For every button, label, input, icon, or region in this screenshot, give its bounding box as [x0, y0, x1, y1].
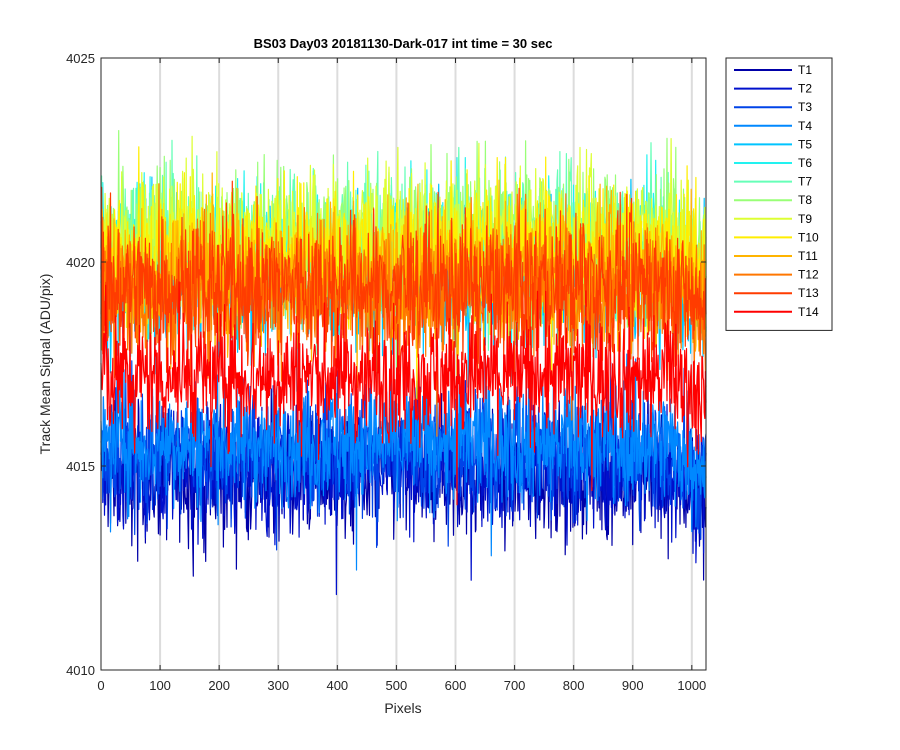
legend-box — [725, 57, 833, 331]
x-tick-label: 500 — [386, 678, 408, 693]
series-line-t14 — [100, 281, 707, 506]
legend-label-t2: T2 — [798, 82, 812, 96]
x-axis-label: Pixels — [384, 700, 421, 716]
x-tick-label: 400 — [326, 678, 348, 693]
legend-label-t3: T3 — [798, 100, 812, 114]
y-axis-label: Track Mean Signal (ADU/pix) — [37, 274, 53, 455]
y-tick-label: 4025 — [66, 51, 95, 66]
series-line-t4 — [100, 353, 707, 571]
x-tick-label: 300 — [267, 678, 289, 693]
legend-label-t11: T11 — [798, 249, 818, 263]
legend-label-t4: T4 — [798, 119, 812, 133]
legend-label-t9: T9 — [798, 212, 812, 226]
legend-label-t14: T14 — [798, 305, 819, 319]
x-tick-label: 800 — [563, 678, 585, 693]
legend-label-t8: T8 — [798, 193, 812, 207]
x-tick-label: 200 — [208, 678, 230, 693]
plot-frame — [100, 57, 707, 671]
x-tick-label: 900 — [622, 678, 644, 693]
y-tick-label: 4015 — [66, 459, 95, 474]
x-tick-label: 1000 — [677, 678, 706, 693]
legend-label-t12: T12 — [798, 268, 819, 282]
legend-label-t1: T1 — [798, 63, 812, 77]
legend-label-t7: T7 — [798, 175, 812, 189]
x-tick-label: 600 — [445, 678, 467, 693]
series-line-t13 — [100, 180, 707, 396]
legend-label-t10: T10 — [798, 230, 819, 244]
legend-label-t13: T13 — [798, 286, 819, 300]
y-tick-label: 4010 — [66, 663, 95, 678]
legend-label-t6: T6 — [798, 156, 812, 170]
series-lines — [100, 130, 707, 596]
x-tick-label: 700 — [504, 678, 526, 693]
x-tick-label: 0 — [97, 678, 104, 693]
y-tick-label: 4020 — [66, 255, 95, 270]
legend-label-t5: T5 — [798, 137, 812, 151]
chart-title: BS03 Day03 20181130-Dark-017 int time = … — [254, 36, 553, 51]
axis-ticks: 0 100 200 300 400 500 600 700 800 900 1000 4010 4015… — [66, 51, 706, 693]
legend: T1 T2 T3 T4 T5 T6 T7 T8 T9 T10 T11 T12 T13 T14 — [725, 57, 833, 331]
x-tick-label: 100 — [149, 678, 171, 693]
